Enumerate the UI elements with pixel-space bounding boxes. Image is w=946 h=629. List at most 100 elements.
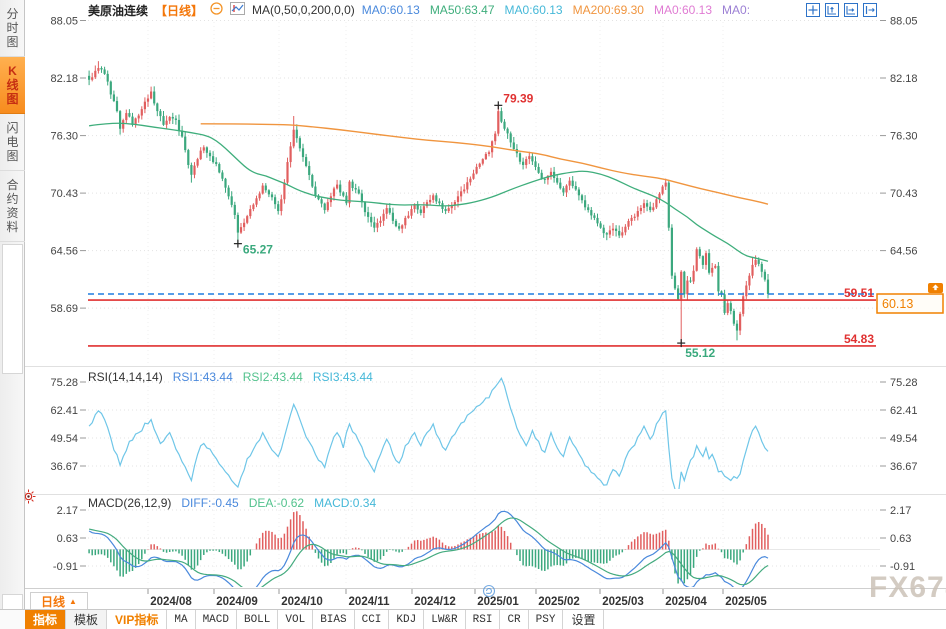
toolbar-indicator-MACD[interactable]: MACD xyxy=(195,610,237,629)
zoom-horizontal-icon[interactable] xyxy=(844,3,858,17)
svg-text:0.63: 0.63 xyxy=(890,533,911,545)
svg-text:62.41: 62.41 xyxy=(890,405,918,417)
step-forward-icon[interactable] xyxy=(863,3,877,17)
rsi-legend-item: RSI1:43.44 xyxy=(172,370,233,384)
toolbar-tab-VIP指标[interactable]: VIP指标 xyxy=(107,610,168,629)
macd-name[interactable]: MACD(26,12,9) xyxy=(88,496,172,510)
toolbar-indicator-KDJ[interactable]: KDJ xyxy=(389,610,425,629)
toolbar-indicator-CR[interactable]: CR xyxy=(500,610,529,629)
toolbar-indicator-MA[interactable]: MA xyxy=(167,610,196,629)
svg-text:-0.91: -0.91 xyxy=(53,561,78,573)
period-selector-label: 日线 xyxy=(41,595,66,609)
x-axis-month-label: 2024/12 xyxy=(414,596,456,608)
svg-text:82.18: 82.18 xyxy=(890,73,918,85)
indicator-icon[interactable] xyxy=(230,2,246,18)
rsi-name[interactable]: RSI(14,14,14) xyxy=(88,370,163,384)
collapse-icon[interactable] xyxy=(210,2,223,18)
instrument-title: 美原油连续 xyxy=(88,3,149,18)
rsi-panel-header: RSI(14,14,14) RSI1:43.44 RSI2:43.44 RSI3:4… xyxy=(88,370,373,384)
svg-text:-0.91: -0.91 xyxy=(890,561,915,573)
svg-text:54.83: 54.83 xyxy=(844,332,874,346)
x-axis-month-label: 2024/09 xyxy=(216,596,258,608)
chevron-up-icon: ▲ xyxy=(69,597,77,606)
x-axis-month-label: 2024/10 xyxy=(281,596,323,608)
ma-legend-item: MA50:63.47 xyxy=(429,3,495,17)
toolbar-indicator-PSY[interactable]: PSY xyxy=(528,610,564,629)
svg-text:62.41: 62.41 xyxy=(50,405,78,417)
svg-text:82.18: 82.18 xyxy=(50,73,78,85)
svg-text:75.28: 75.28 xyxy=(890,377,918,389)
last-price-tag: 60.13 xyxy=(882,297,913,311)
sidebar-panel-box xyxy=(2,244,23,374)
svg-text:59.51: 59.51 xyxy=(844,286,874,300)
macd-panel-header: MACD(26,12,9) DIFF:-0.45 DEA:-0.62 MACD:0.… xyxy=(88,496,376,510)
crosshair-icon[interactable] xyxy=(806,3,820,17)
x-axis-month-label: 2024/11 xyxy=(349,596,391,608)
ma-legend-item: MA200:69.30 xyxy=(572,3,644,17)
ma-formula[interactable]: MA(0,50,0,200,0,0) xyxy=(252,3,355,17)
svg-text:70.43: 70.43 xyxy=(50,188,78,200)
x-axis-month-label: 2025/05 xyxy=(725,596,767,608)
svg-text:0.63: 0.63 xyxy=(57,533,78,545)
svg-text:36.67: 36.67 xyxy=(50,461,78,473)
macd-values: DIFF:-0.45 DEA:-0.62 MACD:0.34 xyxy=(181,496,376,510)
svg-text:58.69: 58.69 xyxy=(50,303,78,315)
svg-text:88.05: 88.05 xyxy=(50,15,78,27)
svg-text:88.05: 88.05 xyxy=(890,15,918,27)
ma-legend-item: MA0:60.13 xyxy=(504,3,563,17)
refresh-icon[interactable] xyxy=(482,584,496,603)
macd-legend-item: DIFF:-0.45 xyxy=(181,496,239,510)
sidebar-item-合约资料[interactable]: 合约资料 xyxy=(0,171,25,242)
x-axis-month-label: 2024/08 xyxy=(150,596,192,608)
zoom-vertical-icon[interactable] xyxy=(825,3,839,17)
rsi-legend-item: RSI3:43.44 xyxy=(312,370,373,384)
sidebar-item-分时图[interactable]: 分时图 xyxy=(0,0,25,57)
ma-legend-item: MA0: xyxy=(722,3,751,17)
toolbar-indicator-BOLL[interactable]: BOLL xyxy=(236,610,279,629)
svg-text:75.28: 75.28 xyxy=(50,377,78,389)
macd-legend-item: MACD:0.34 xyxy=(314,496,377,510)
indicator-toolbar: 指标 模板 VIP指标 MA MACD BOLL VOL BIAS CCI KDJ LW&R RSI C… xyxy=(0,609,946,629)
period-tag[interactable]: 【日线】 xyxy=(155,3,204,18)
toolbar-settings[interactable]: 设置 xyxy=(563,610,605,629)
toolbar-indicator-LW&R[interactable]: LW&R xyxy=(424,610,466,629)
x-axis-month-label: 2025/02 xyxy=(538,596,580,608)
toolbar-indicator-BIAS[interactable]: BIAS xyxy=(313,610,355,629)
price-annotation: 55.12 xyxy=(685,346,715,360)
ma-legend-item: MA0:60.13 xyxy=(653,3,713,17)
toolbar-tab-模板[interactable]: 模板 xyxy=(66,610,108,629)
chart-canvas[interactable]: 88.05 88.05 82.18 82.18 76.30 76.30 70.43 70.43… xyxy=(0,0,946,610)
svg-text:76.30: 76.30 xyxy=(890,131,918,143)
ma-legend: MA0:60.13 MA50:63.47 MA0:60.13 MA200:69.30 M… xyxy=(362,3,750,17)
svg-text:49.54: 49.54 xyxy=(890,433,918,445)
toolbar-tab-指标[interactable]: 指标 xyxy=(25,610,67,629)
chart-header: 美原油连续 【日线】 MA(0,50,0,200,0,0) MA0:60.13 MA… xyxy=(88,2,750,18)
svg-text:49.54: 49.54 xyxy=(50,433,78,445)
chart-toolbar-icons xyxy=(806,3,877,17)
svg-text:2.17: 2.17 xyxy=(890,505,911,517)
x-axis-month-label: 2025/01 xyxy=(477,596,519,608)
toolbar-indicator-RSI[interactable]: RSI xyxy=(465,610,501,629)
x-axis-month-label: 2025/04 xyxy=(665,596,707,608)
svg-text:64.56: 64.56 xyxy=(50,246,78,258)
svg-text:64.56: 64.56 xyxy=(890,246,918,258)
rsi-values: RSI1:43.44 RSI2:43.44 RSI3:43.44 xyxy=(173,370,373,384)
svg-text:36.67: 36.67 xyxy=(890,461,918,473)
toolbar-indicator-VOL[interactable]: VOL xyxy=(278,610,314,629)
svg-text:2.17: 2.17 xyxy=(57,505,78,517)
toolbar-indicator-CCI[interactable]: CCI xyxy=(354,610,390,629)
ma-legend-item: MA0:60.13 xyxy=(361,3,420,17)
sidebar-item-闪电图[interactable]: 闪电图 xyxy=(0,114,25,171)
period-selector[interactable]: 日线 ▲ xyxy=(30,592,88,611)
toolbar-spacer xyxy=(604,610,946,629)
svg-text:70.43: 70.43 xyxy=(890,188,918,200)
x-axis-month-label: 2025/03 xyxy=(602,596,644,608)
macd-legend-item: DEA:-0.62 xyxy=(248,496,305,510)
price-annotation: 79.39 xyxy=(503,91,533,105)
price-annotation: 65.27 xyxy=(243,243,273,257)
rsi-legend-item: RSI2:43.44 xyxy=(242,370,303,384)
svg-text:76.30: 76.30 xyxy=(50,131,78,143)
